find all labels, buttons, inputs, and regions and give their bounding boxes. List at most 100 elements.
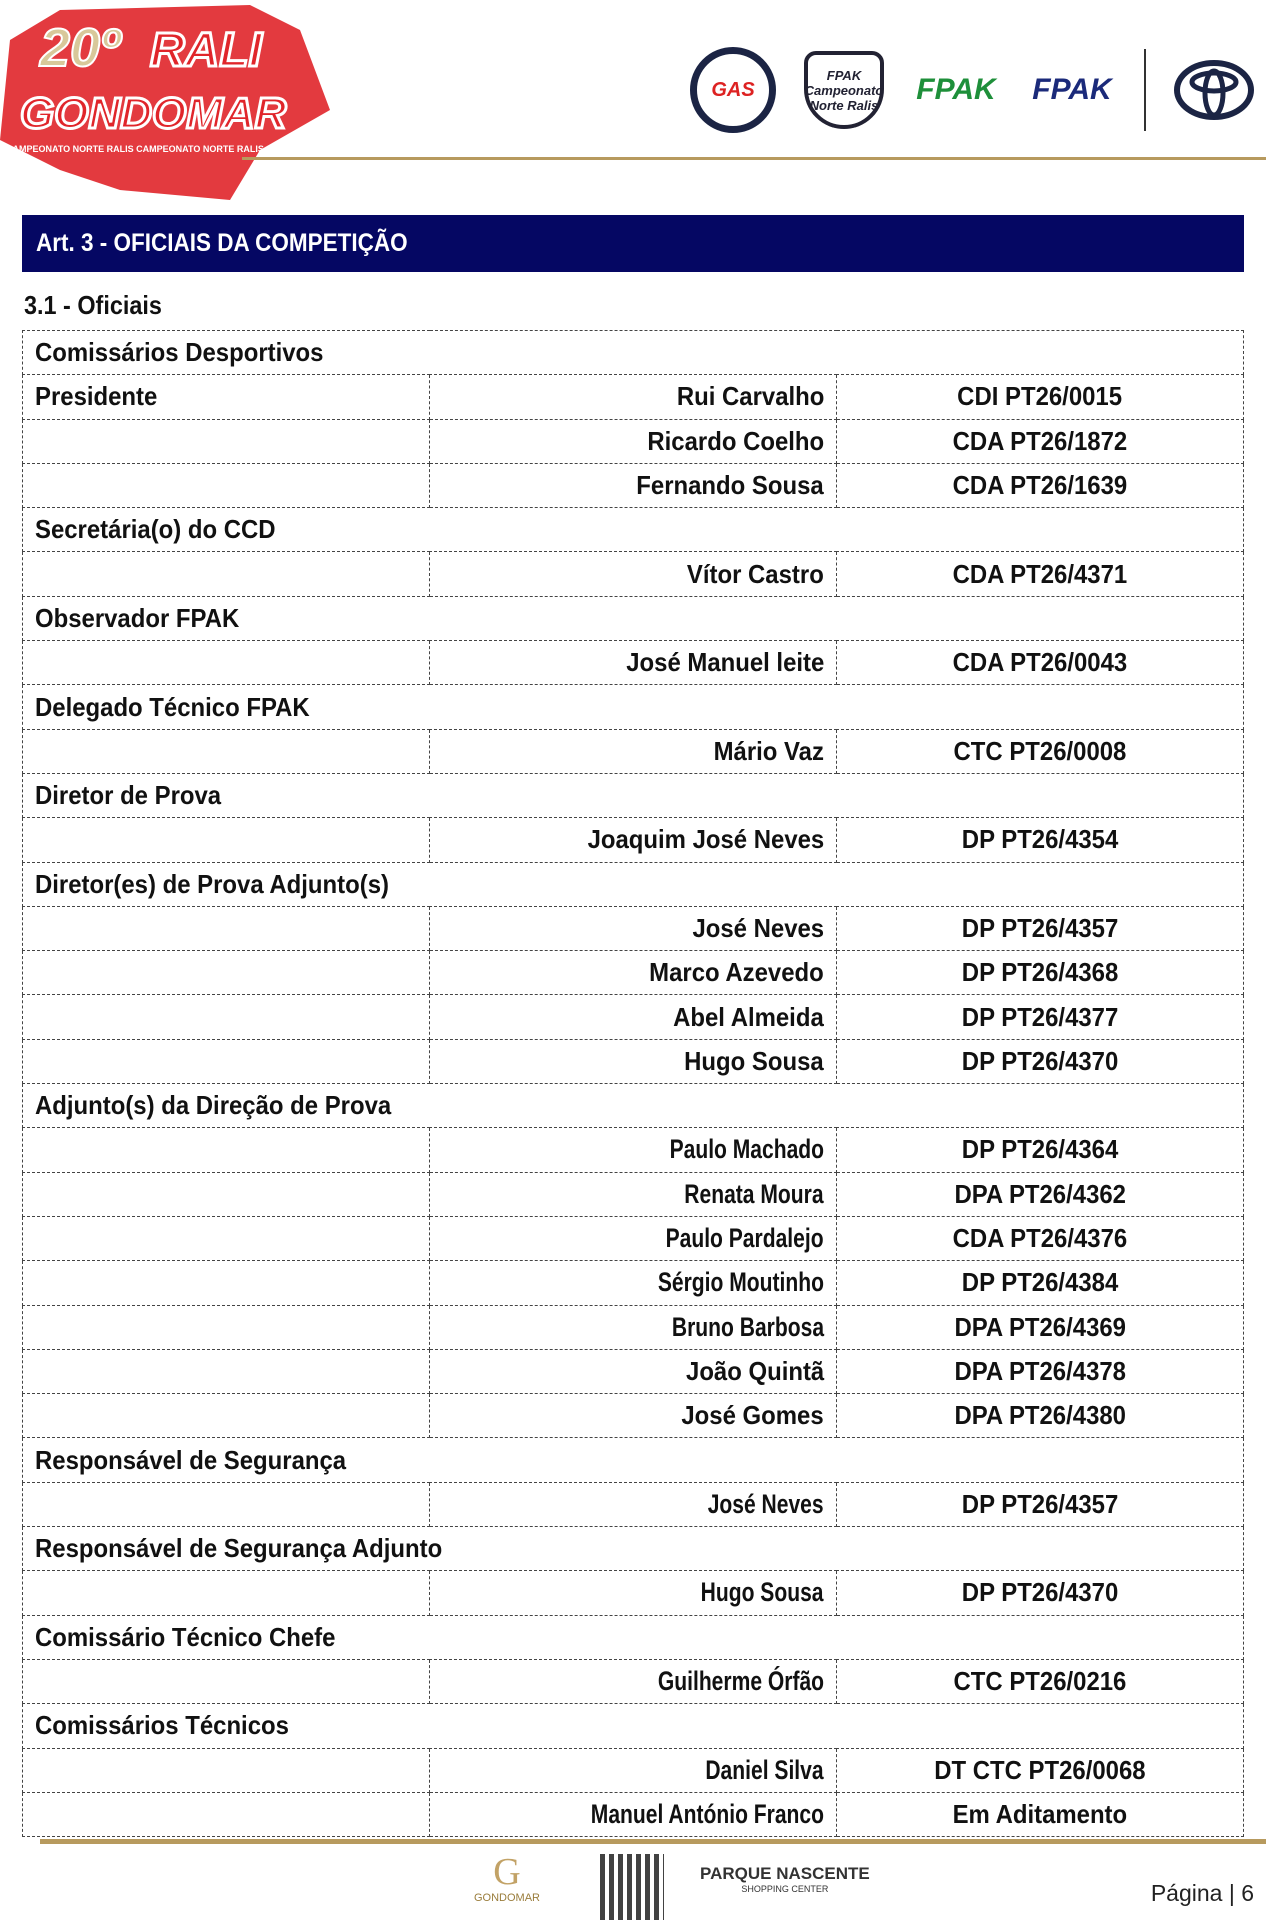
table-row: Guilherme Órfão CTC PT26/0216: [22, 1658, 1244, 1705]
license-code: DP PT26/4357: [961, 913, 1119, 943]
subsection-title: 3.1 - Oficiais: [24, 290, 162, 320]
name-cell: José Neves: [429, 905, 837, 952]
license-code: CDI PT26/0015: [957, 381, 1123, 412]
role-cell: [22, 1481, 430, 1528]
section-label: Adjunto(s) da Direção de Prova: [35, 1090, 392, 1121]
section-label: Observador FPAK: [35, 602, 240, 633]
role-label: Presidente: [35, 381, 158, 412]
name-cell: Hugo Sousa: [429, 1038, 837, 1085]
table-section-row: Observador FPAK: [22, 595, 1244, 642]
official-name: Paulo Machado: [669, 1134, 824, 1165]
license-code: DPA PT26/4380: [954, 1400, 1126, 1431]
section-cell: Secretária(o) do CCD: [22, 507, 1244, 553]
role-cell: [22, 817, 430, 863]
license-code: CTC PT26/0216: [953, 1666, 1127, 1697]
table-section-row: Responsável de Segurança Adjunto: [22, 1526, 1244, 1572]
official-name: Fernando Sousa: [636, 470, 824, 501]
license-cell: DPA PT26/4378: [836, 1348, 1244, 1395]
role-cell: [22, 905, 430, 952]
license-code: CDA PT26/1872: [952, 425, 1128, 456]
name-cell: Manuel António Franco: [429, 1791, 837, 1838]
name-cell: Bruno Barbosa: [429, 1304, 837, 1350]
section-cell: Diretor de Prova: [22, 772, 1244, 819]
official-name: Bruno Barbosa: [671, 1311, 824, 1342]
license-cell: DP PT26/4370: [836, 1038, 1244, 1085]
official-name: José Neves: [708, 1488, 824, 1519]
table-section-row: Comissários Técnicos: [22, 1703, 1244, 1749]
license-cell: CTC PT26/0216: [836, 1658, 1244, 1705]
gas-logo-text: GAS: [711, 78, 755, 101]
table-row: Joaquim José Neves DP PT26/4354: [22, 817, 1244, 863]
official-name: Abel Almeida: [673, 1001, 824, 1032]
official-name: Mário Vaz: [713, 735, 824, 766]
table-section-row: Responsável de Segurança: [22, 1437, 1244, 1483]
license-cell: DP PT26/4357: [836, 1481, 1244, 1528]
role-cell: [22, 1791, 430, 1838]
license-cell: DP PT26/4368: [836, 950, 1244, 996]
name-cell: Paulo Pardalejo: [429, 1215, 837, 1262]
official-name: Sérgio Moutinho: [657, 1267, 824, 1298]
page-number: Página | 6: [1150, 1880, 1254, 1906]
footer: G GONDOMAR PARQUE NASCENTE SHOPPING CENTER…: [0, 1850, 1266, 1920]
license-code: DP PT26/4370: [961, 1577, 1119, 1608]
subsection-heading: 3.1 - Oficiais: [24, 290, 177, 321]
section-label: Responsável de Segurança Adjunto: [35, 1533, 443, 1564]
section-label: Secretária(o) do CCD: [35, 514, 276, 545]
official-name: Hugo Sousa: [684, 1045, 824, 1076]
license-cell: CDA PT26/1639: [836, 462, 1244, 509]
license-cell: DPA PT26/4362: [836, 1171, 1244, 1217]
section-cell: Comissários Técnicos: [22, 1703, 1244, 1749]
license-cell: CDA PT26/4376: [836, 1215, 1244, 1262]
name-cell: Rui Carvalho: [429, 374, 837, 420]
table-section-row: Comissário Técnico Chefe: [22, 1614, 1244, 1660]
license-cell: DT CTC PT26/0068: [836, 1747, 1244, 1793]
official-name: José Gomes: [681, 1400, 824, 1431]
license-cell: CDA PT26/1872: [836, 418, 1244, 464]
name-cell: Vítor Castro: [429, 551, 837, 597]
table-row: Ricardo Coelho CDA PT26/1872: [22, 418, 1244, 464]
official-name: Vítor Castro: [687, 558, 824, 589]
gondomar-logo-text: GONDOMAR: [474, 1892, 540, 1904]
table-row: Presidente Rui Carvalho CDI PT26/0015: [22, 374, 1244, 420]
table-row: Hugo Sousa DP PT26/4370: [22, 1038, 1244, 1085]
role-cell: [22, 950, 430, 996]
fpak-green-logo: FPAK: [912, 44, 1000, 136]
name-cell: José Manuel leite: [429, 640, 837, 686]
official-name: Rui Carvalho: [676, 381, 824, 412]
license-code: DP PT26/4364: [961, 1134, 1119, 1165]
role-cell: [22, 1747, 430, 1793]
sponsor-logos: GAS FPAK Campeonato Norte Ralis FPAK FPA…: [690, 40, 1254, 140]
license-cell: DP PT26/4377: [836, 994, 1244, 1040]
name-cell: José Gomes: [429, 1393, 837, 1439]
section-label: Delegado Técnico FPAK: [35, 691, 310, 722]
fpak-campeonato-norte-logo-text: FPAK Campeonato Norte Ralis: [804, 67, 884, 113]
fpak-gold-logo-text: FPAK: [1032, 73, 1112, 106]
official-name: Hugo Sousa: [701, 1577, 824, 1608]
license-cell: DP PT26/4357: [836, 905, 1244, 952]
role-cell: [22, 1570, 430, 1616]
qr-code: [600, 1854, 664, 1920]
license-cell: DP PT26/4384: [836, 1260, 1244, 1306]
gas-logo: GAS: [690, 47, 776, 133]
table-row: Paulo Pardalejo CDA PT26/4376: [22, 1215, 1244, 1262]
name-cell: Daniel Silva: [429, 1747, 837, 1793]
section-label: Responsável de Segurança: [35, 1444, 347, 1475]
official-name: Renata Moura: [684, 1178, 824, 1209]
license-code: DP PT26/4370: [961, 1045, 1119, 1076]
official-name: Marco Azevedo: [649, 957, 824, 988]
name-cell: Paulo Machado: [429, 1127, 837, 1173]
table-section-row: Comissários Desportivos: [22, 329, 1244, 376]
role-cell: Presidente: [22, 374, 430, 420]
license-code: DP PT26/4368: [961, 957, 1119, 988]
license-cell: DP PT26/4370: [836, 1570, 1244, 1616]
license-code: Em Aditamento: [952, 1798, 1128, 1829]
license-code: CTC PT26/0008: [953, 735, 1127, 766]
section-label: Comissários Desportivos: [35, 337, 324, 368]
table-row: Fernando Sousa CDA PT26/1639: [22, 462, 1244, 509]
license-cell: CDA PT26/4371: [836, 551, 1244, 597]
section-cell: Delegado Técnico FPAK: [22, 684, 1244, 730]
svg-text:GONDOMAR: GONDOMAR: [20, 89, 287, 138]
name-cell: Ricardo Coelho: [429, 418, 837, 464]
table-row: José Neves DP PT26/4357: [22, 1481, 1244, 1528]
table-row: José Gomes DPA PT26/4380: [22, 1393, 1244, 1439]
